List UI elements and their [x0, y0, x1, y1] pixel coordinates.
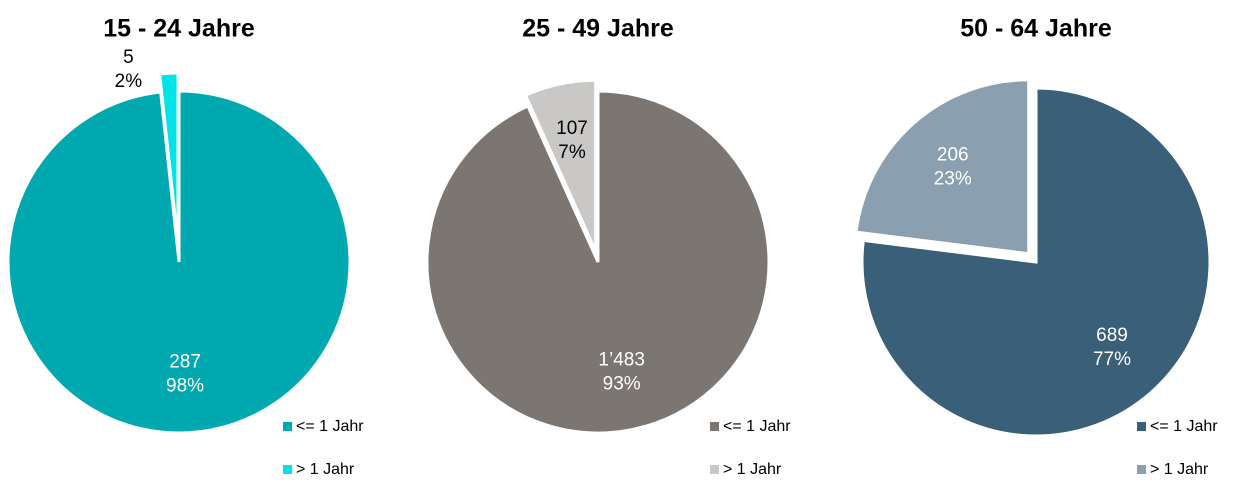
value-label: 107: [556, 118, 588, 139]
percent-label: 98%: [166, 376, 204, 397]
percent-label: 77%: [1093, 349, 1131, 370]
legend-label: > 1 Jahr: [723, 461, 782, 478]
legend-swatch: [710, 422, 719, 431]
percent-label: 7%: [558, 142, 586, 163]
pie-slice: [6, 89, 352, 435]
legend-label: <= 1 Jahr: [723, 418, 791, 435]
pie-slice: [158, 71, 180, 245]
legend-swatch: [283, 465, 292, 474]
legend-label: <= 1 Jahr: [1150, 418, 1218, 435]
legend-swatch: [1137, 422, 1146, 431]
percent-label: 23%: [934, 169, 972, 190]
chart-title: 25 - 49 Jahre: [522, 15, 674, 43]
legend-label: <= 1 Jahr: [296, 418, 364, 435]
percent-label: 93%: [603, 373, 641, 394]
pie-slice: [854, 78, 1031, 256]
value-label: 287: [169, 352, 201, 373]
legend-label: > 1 Jahr: [296, 461, 355, 478]
value-label: 1’483: [598, 349, 645, 370]
legend-swatch: [283, 422, 292, 431]
pie-slice: [425, 89, 771, 435]
legend-swatch: [1137, 465, 1146, 474]
pie-slice: [860, 86, 1212, 438]
value-label: 5: [123, 47, 134, 68]
value-label: 206: [937, 145, 969, 166]
legend-label: > 1 Jahr: [1150, 461, 1209, 478]
pie-slice: [523, 78, 598, 252]
chart-title: 50 - 64 Jahre: [960, 15, 1112, 43]
legend-swatch: [710, 465, 719, 474]
chart-title: 15 - 24 Jahre: [103, 15, 255, 43]
percent-label: 2%: [115, 71, 143, 92]
value-label: 689: [1096, 325, 1128, 346]
